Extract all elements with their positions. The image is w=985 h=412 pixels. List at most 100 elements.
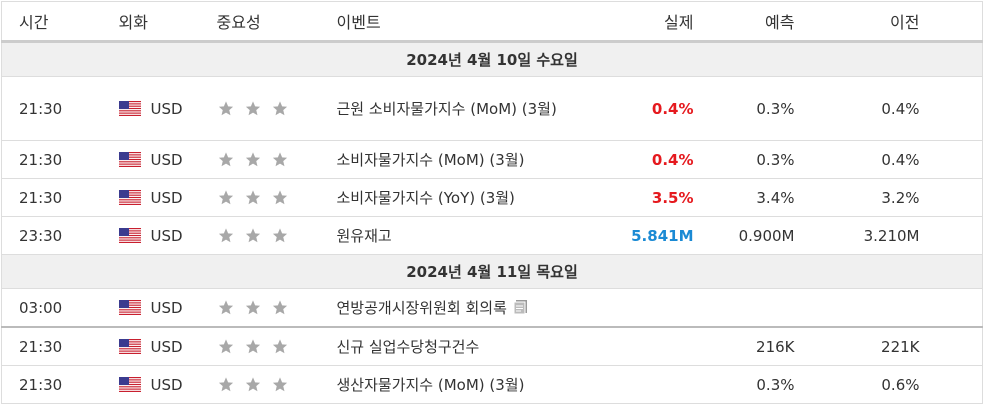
column-header: 외화 — [101, 1, 200, 43]
event-cell: 소비자물가지수 (YoY) (3월) — [336, 178, 602, 217]
actual-cell — [601, 365, 700, 404]
flag-icon — [118, 376, 151, 394]
previous-cell: 0.4% — [800, 76, 926, 141]
forecast-cell: 216K — [699, 327, 801, 366]
forecast-value: 216K — [756, 337, 795, 356]
date-cell: 2024년 4월 11일 목요일 — [1, 254, 983, 289]
previous-cell — [800, 288, 926, 328]
time-cell: 23:30 — [1, 216, 102, 255]
event-cell: 소비자물가지수 (MoM) (3월) — [336, 140, 602, 179]
column-header: 예측 — [699, 1, 801, 43]
event-name: 소비자물가지수 (MoM) (3월) — [336, 150, 525, 169]
importance-stars — [199, 178, 337, 217]
event-name: 신규 실업수당청구건수 — [336, 337, 480, 356]
previous-cell: 3.2% — [800, 178, 926, 217]
currency-code: USD — [150, 99, 183, 118]
currency-cell: USD — [101, 216, 200, 255]
column-header: 중요성 — [199, 1, 337, 43]
previous-cell: 3.210M — [800, 216, 926, 255]
event-cell: 신규 실업수당청구건수 — [336, 327, 602, 366]
table-body: 2024년 4월 10일 수요일 21:30 USD 근원 소비자물가지수 (MoM)… — [1, 41, 983, 404]
currency-cell: USD — [101, 76, 200, 141]
header-row: 시간 외화 중요성 이벤트 실제 예측 이전 — [1, 1, 983, 43]
time-cell: 21:30 — [1, 140, 102, 179]
star-icon — [244, 338, 271, 356]
forecast-value: 3.4% — [756, 188, 795, 207]
flag-icon — [118, 338, 151, 356]
row-spacer — [925, 365, 983, 404]
time-cell: 21:30 — [1, 76, 102, 141]
star-icon — [271, 338, 298, 356]
forecast-cell: 0.3% — [699, 76, 801, 141]
star-icon — [217, 376, 244, 394]
date-row: 2024년 4월 10일 수요일 — [1, 41, 983, 77]
event-cell: 연방공개시장위원회 회의록 — [336, 288, 602, 328]
event-row: 21:30 USD 소비자물가지수 (YoY) (3월) 3.5% 3.4% 3.2% — [1, 178, 983, 217]
event-row: 21:30 USD 생산자물가지수 (MoM) (3월) 0.3% 0.6% — [1, 365, 983, 404]
star-icon — [217, 338, 244, 356]
row-spacer — [925, 327, 983, 366]
importance-stars — [199, 365, 337, 404]
forecast-value: 0.3% — [756, 375, 795, 394]
row-spacer — [925, 216, 983, 255]
star-icon — [244, 151, 271, 169]
star-icon — [244, 227, 271, 245]
star-icon — [271, 189, 298, 207]
forecast-cell — [699, 288, 801, 328]
star-icon — [217, 299, 244, 317]
time-cell: 21:30 — [1, 178, 102, 217]
event-row: 21:30 USD 소비자물가지수 (MoM) (3월) 0.4% 0.3% 0.4% — [1, 140, 983, 179]
currency-code: USD — [150, 226, 183, 245]
star-icon — [271, 100, 298, 118]
importance-stars — [199, 140, 337, 179]
forecast-cell: 3.4% — [699, 178, 801, 217]
star-icon — [244, 189, 271, 207]
previous-cell: 221K — [800, 327, 926, 366]
event-row: 21:30 USD 신규 실업수당청구건수 216K 221K — [1, 327, 983, 366]
actual-cell: 0.4% — [601, 140, 700, 179]
currency-cell: USD — [101, 140, 200, 179]
star-icon — [271, 151, 298, 169]
row-spacer — [925, 288, 983, 328]
importance-stars — [199, 216, 337, 255]
time-cell: 21:30 — [1, 327, 102, 366]
forecast-value: 0.900M — [738, 226, 795, 245]
flag-icon — [118, 299, 151, 317]
header-spacer — [925, 1, 983, 43]
actual-value: 5.841M — [631, 226, 694, 245]
star-icon — [271, 299, 298, 317]
currency-code: USD — [150, 150, 183, 169]
previous-cell: 0.6% — [800, 365, 926, 404]
date-cell: 2024년 4월 10일 수요일 — [1, 41, 983, 77]
forecast-cell: 0.3% — [699, 140, 801, 179]
event-row: 03:00 USD 연방공개시장위원회 회의록 — [1, 288, 983, 328]
date-row: 2024년 4월 11일 목요일 — [1, 254, 983, 289]
actual-cell — [601, 327, 700, 366]
currency-cell: USD — [101, 288, 200, 328]
event-name: 소비자물가지수 (YoY) (3월) — [336, 188, 515, 207]
row-spacer — [925, 140, 983, 179]
flag-icon — [118, 189, 151, 207]
star-icon — [217, 100, 244, 118]
previous-value: 221K — [881, 337, 920, 356]
event-cell: 원유재고 — [336, 216, 602, 255]
actual-cell: 0.4% — [601, 76, 700, 141]
actual-cell — [601, 288, 700, 328]
flag-icon — [118, 151, 151, 169]
actual-cell: 5.841M — [601, 216, 700, 255]
forecast-cell: 0.900M — [699, 216, 801, 255]
row-spacer — [925, 76, 983, 141]
forecast-value: 0.3% — [756, 150, 795, 169]
event-row: 23:30 USD 원유재고 5.841M 0.900M 3.210M — [1, 216, 983, 255]
star-icon — [217, 227, 244, 245]
previous-value: 0.4% — [881, 150, 920, 169]
star-icon — [217, 189, 244, 207]
actual-value: 0.4% — [651, 150, 694, 169]
currency-code: USD — [150, 375, 183, 394]
time-cell: 21:30 — [1, 365, 102, 404]
row-spacer — [925, 178, 983, 217]
previous-value: 3.2% — [881, 188, 920, 207]
column-header: 이전 — [800, 1, 926, 43]
previous-value: 3.210M — [863, 226, 920, 245]
event-name: 근원 소비자물가지수 (MoM) (3월) — [336, 99, 557, 118]
